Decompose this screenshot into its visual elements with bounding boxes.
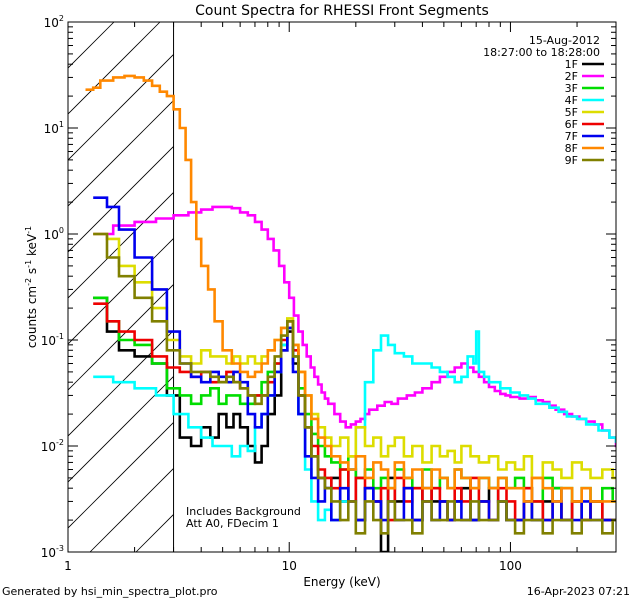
chart-title: Count Spectra for RHESSI Front Segments <box>195 3 489 19</box>
legend-label-1F: 1F <box>565 58 578 71</box>
series-8F-line <box>85 74 616 503</box>
legend-label-9F: 9F <box>565 154 578 167</box>
footer-timestamp: 16-Apr-2023 07:21 <box>527 585 630 598</box>
series-group <box>85 74 616 552</box>
x-axis-label: Energy (keV) <box>303 575 380 589</box>
x-tick-labels: 1 10 100 <box>64 559 522 573</box>
footer-generated: Generated by hsi_min_spectra_plot.pro <box>2 585 218 598</box>
x-tick-label: 1 <box>64 559 72 573</box>
series-6F-line <box>93 302 616 522</box>
legend-label-2F: 2F <box>565 70 578 83</box>
hatch-line <box>68 191 174 299</box>
hatch-line <box>550 22 640 552</box>
hatch-line <box>68 99 174 207</box>
hatch-region <box>68 22 640 552</box>
legend-label-8F: 8F <box>565 142 578 155</box>
hatch-line <box>68 283 174 391</box>
y-tick-label: 102 <box>44 14 64 30</box>
y-tick-label: 100 <box>44 226 64 242</box>
legend-label-6F: 6F <box>565 118 578 131</box>
legend-label-7F: 7F <box>565 130 578 143</box>
hatch-line <box>68 329 174 437</box>
hatch-line <box>68 237 174 345</box>
hatch-line <box>68 53 174 161</box>
legend-label-5F: 5F <box>565 106 578 119</box>
y-tick-labels: 10-3 10-2 10-1 100 101 102 <box>41 14 64 560</box>
hatch-line <box>68 22 115 69</box>
hatch-line <box>68 375 174 483</box>
annotation-line-1: Includes Background <box>186 505 301 518</box>
hatch-line <box>320 22 640 552</box>
series-4F-line <box>93 326 616 522</box>
hatch-line <box>68 22 161 115</box>
date-label: 15-Aug-2012 <box>529 34 600 47</box>
series-9F-line <box>93 232 616 535</box>
hatch-line <box>274 22 640 552</box>
y-axis-label: counts cm-2 s-1 keV-1 <box>24 226 39 348</box>
y-tick-label: 10-2 <box>41 438 64 454</box>
y-tick-label: 10-3 <box>41 544 64 560</box>
x-tick-label: 10 <box>282 559 297 573</box>
legend-label-3F: 3F <box>565 82 578 95</box>
time-range-label: 18:27:00 to 18:28:00 <box>483 46 600 59</box>
annotation-line-2: Att A0, FDecim 1 <box>186 517 279 530</box>
axis-ticks <box>67 21 617 553</box>
hatch-line <box>412 22 640 552</box>
hatch-line <box>68 421 174 529</box>
hatch-line <box>68 145 174 253</box>
plot-frame <box>67 21 617 553</box>
y-tick-label: 101 <box>44 120 64 136</box>
legend-label-4F: 4F <box>565 94 578 107</box>
hatch-line <box>366 22 640 552</box>
x-tick-label: 100 <box>499 559 522 573</box>
series-5F-line <box>93 232 616 480</box>
y-tick-label: 10-1 <box>41 332 64 348</box>
